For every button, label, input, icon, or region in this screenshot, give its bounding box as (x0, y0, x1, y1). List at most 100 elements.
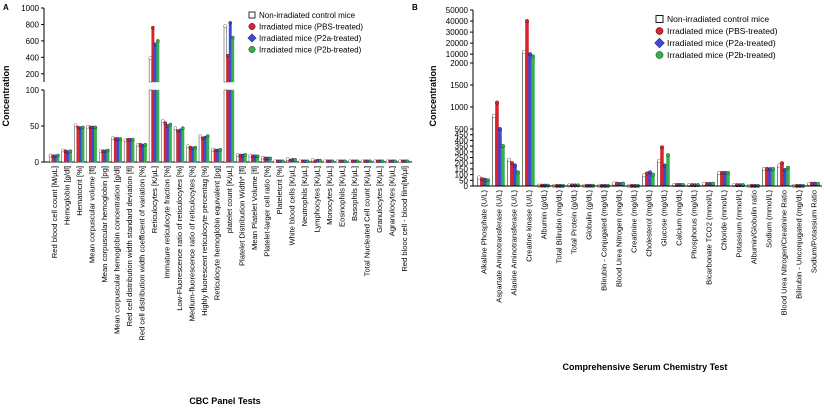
data-point (228, 21, 232, 25)
legend-label: Non-irradiated control mice (259, 11, 356, 20)
bar-groups (477, 19, 820, 188)
bar (648, 172, 652, 187)
legend-marker (655, 15, 664, 23)
x-tick-label: Albumin (g/dL) (540, 190, 549, 240)
bar (492, 115, 496, 187)
bar (198, 135, 202, 163)
data-point (68, 149, 73, 153)
bar (161, 120, 165, 163)
x-tick-label: Medium-fluorescence ratio of reticulocyt… (188, 166, 197, 321)
y-tick-label: 200 (455, 159, 469, 168)
bar (663, 165, 667, 187)
data-point (131, 137, 135, 142)
y-tick-label: 1000 (21, 4, 39, 13)
data-point (510, 161, 514, 166)
data-point (516, 170, 520, 175)
x-tick-label: Bilirubin - Conjugated (mg/dL) (600, 190, 609, 291)
bar (173, 127, 177, 163)
data-point (280, 159, 285, 164)
bar (88, 127, 92, 163)
bar (531, 56, 535, 187)
bar (113, 138, 117, 163)
panel-letter: A (3, 3, 9, 12)
bar (123, 140, 127, 163)
bar (191, 148, 195, 163)
bar (783, 169, 787, 187)
bar (786, 167, 790, 187)
y-axis-label: Concentration (428, 65, 438, 126)
y-tick-label: 100 (26, 86, 40, 95)
bar (777, 165, 781, 187)
y-axes: 1000020000300004000050000100015002000050… (446, 6, 822, 191)
bar (153, 43, 157, 83)
y-tick-label: 400 (455, 136, 469, 145)
x-tick-label: Glucose (mg/dL) (660, 190, 669, 247)
bar (93, 127, 97, 163)
y-tick-label: 400 (26, 53, 40, 62)
bar (168, 124, 172, 163)
legend-label: Irradiated mice (P2b-treated) (667, 50, 776, 60)
x-tick-label: Bilirubin - Unconjugated (mg/dL) (795, 190, 804, 299)
x-tick-label: Cholesterol (mg/dL) (645, 190, 654, 257)
x-tick-label: Chloride (mmol/L) (720, 190, 729, 251)
x-tick-label: Immature reticulocyte fraction [%] (163, 166, 172, 279)
bar (720, 172, 724, 187)
y-tick-label: 250 (455, 154, 469, 163)
data-point (498, 127, 502, 131)
bar (228, 22, 232, 83)
legend-label: Irradiated mice (P2b-treated) (259, 46, 362, 55)
bar (507, 159, 511, 187)
bar (91, 127, 95, 163)
bar (156, 40, 160, 83)
bar (780, 162, 784, 187)
y-tick-label: 100 (455, 171, 469, 180)
data-point (73, 123, 78, 128)
y-tick-label: 20000 (446, 39, 469, 48)
data-point (343, 159, 347, 164)
data-point (330, 159, 335, 164)
legend-marker (654, 37, 665, 49)
x-axis-label: Comprehensive Serum Chemistry Test (563, 362, 728, 372)
y-tick-label: 40000 (446, 17, 469, 26)
data-point (405, 159, 410, 164)
bar (181, 127, 185, 163)
x-tick-label: Calcium (mg/dL) (675, 190, 684, 246)
x-tick-label: Low-Fluorescence ratio of reticulocytes … (175, 166, 184, 311)
x-tick-label: Red cell distribution width coefficient … (138, 166, 147, 341)
data-point (786, 165, 790, 170)
data-point (501, 144, 505, 149)
x-tick-label: Lymphocytes [K/µL] (312, 166, 321, 233)
x-tick-label: Mean Platelet Volume [fl] (250, 166, 259, 250)
legend-label: Irradiated mice (P2a-treated) (667, 38, 776, 48)
data-point (318, 158, 322, 163)
x-tick-label: White blood cells [K/µL] (287, 166, 296, 246)
bar (79, 127, 82, 163)
bar (203, 137, 207, 163)
bar (163, 122, 167, 163)
bar (186, 145, 190, 163)
bar (501, 145, 505, 187)
x-tick-label: Total Protein (g/dL) (570, 190, 579, 255)
data-point (621, 181, 625, 186)
data-point (293, 158, 297, 162)
x-tick-label: Platelet Distribution Width* [fl] (237, 166, 246, 266)
legend: Non-irradiated control mice Irradiated mi… (247, 11, 363, 55)
x-tick-label: Sodium (mmol/L) (765, 190, 774, 248)
data-point (163, 121, 168, 125)
x-tick-label: Mean corpuscular hemoglobin concentratio… (113, 166, 122, 334)
data-point (513, 163, 517, 168)
legend-marker (655, 51, 664, 59)
data-point (93, 125, 98, 130)
x-tick-labels: Red blood cell count [M/µL] Hemoglobin [g… (50, 166, 409, 341)
data-point (168, 122, 173, 127)
data-point (531, 54, 535, 59)
bar (151, 27, 155, 83)
bar (223, 89, 227, 163)
y-tick-label: 600 (26, 37, 40, 46)
data-point (198, 134, 203, 138)
panel-b: B Concentration Comprehensive Serum Chem… (412, 3, 822, 372)
x-tick-label: Reticulocyte hemoglobin equivalent [pg] (213, 166, 222, 300)
bar (231, 89, 235, 163)
data-point (255, 154, 260, 158)
bar (226, 89, 230, 163)
